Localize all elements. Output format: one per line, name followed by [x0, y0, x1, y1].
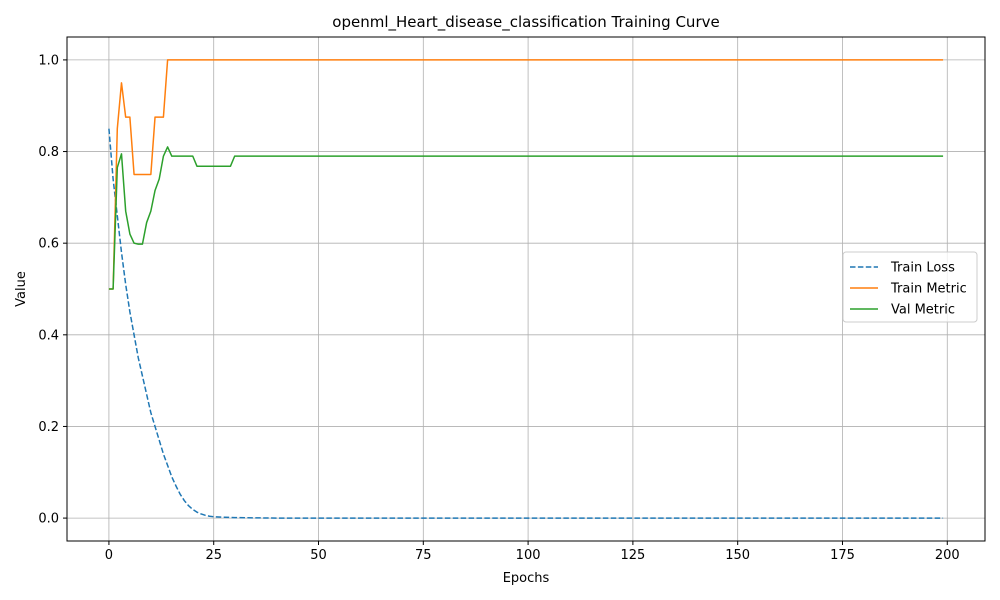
- series-lines: [108, 59, 944, 519]
- y-tick-label: 1.0: [38, 53, 59, 68]
- x-tick-label: 125: [620, 548, 645, 563]
- x-tick-label: 175: [830, 548, 855, 563]
- train-metric-line: [108, 59, 944, 290]
- x-axis-ticks: 0 25 50 75 100 125 150 175 200: [105, 541, 960, 563]
- val-metric-legend-label: Val Metric: [891, 303, 955, 318]
- x-tick-label: 25: [205, 548, 222, 563]
- legend-box: [842, 251, 978, 323]
- x-tick-label: 200: [935, 548, 960, 563]
- y-tick-label: 0.2: [38, 420, 59, 435]
- legend: Train Loss Train Metric Val Metric: [842, 251, 978, 323]
- train-loss-legend-label: Train Loss: [890, 261, 955, 276]
- x-axis-label: Epochs: [503, 571, 550, 586]
- x-tick-label: 150: [725, 548, 750, 563]
- val-metric-line: [108, 146, 944, 290]
- y-tick-label: 0.4: [38, 328, 59, 343]
- x-tick-label: 50: [310, 548, 327, 563]
- plot-frame: [66, 36, 986, 542]
- x-tick-label: 75: [415, 548, 432, 563]
- chart-title: openml_Heart_disease_classification Trai…: [332, 13, 719, 32]
- y-tick-label: 0.0: [38, 512, 59, 527]
- train-loss-line: [108, 128, 944, 519]
- y-axis-ticks: 0.0 0.2 0.4 0.6 0.8 1.0: [38, 53, 67, 527]
- y-axis-label: Value: [14, 271, 29, 307]
- y-tick-label: 0.8: [38, 145, 59, 160]
- x-tick-label: 0: [105, 548, 113, 563]
- x-tick-label: 100: [516, 548, 541, 563]
- train-metric-legend-label: Train Metric: [890, 282, 967, 297]
- y-tick-label: 0.6: [38, 237, 59, 252]
